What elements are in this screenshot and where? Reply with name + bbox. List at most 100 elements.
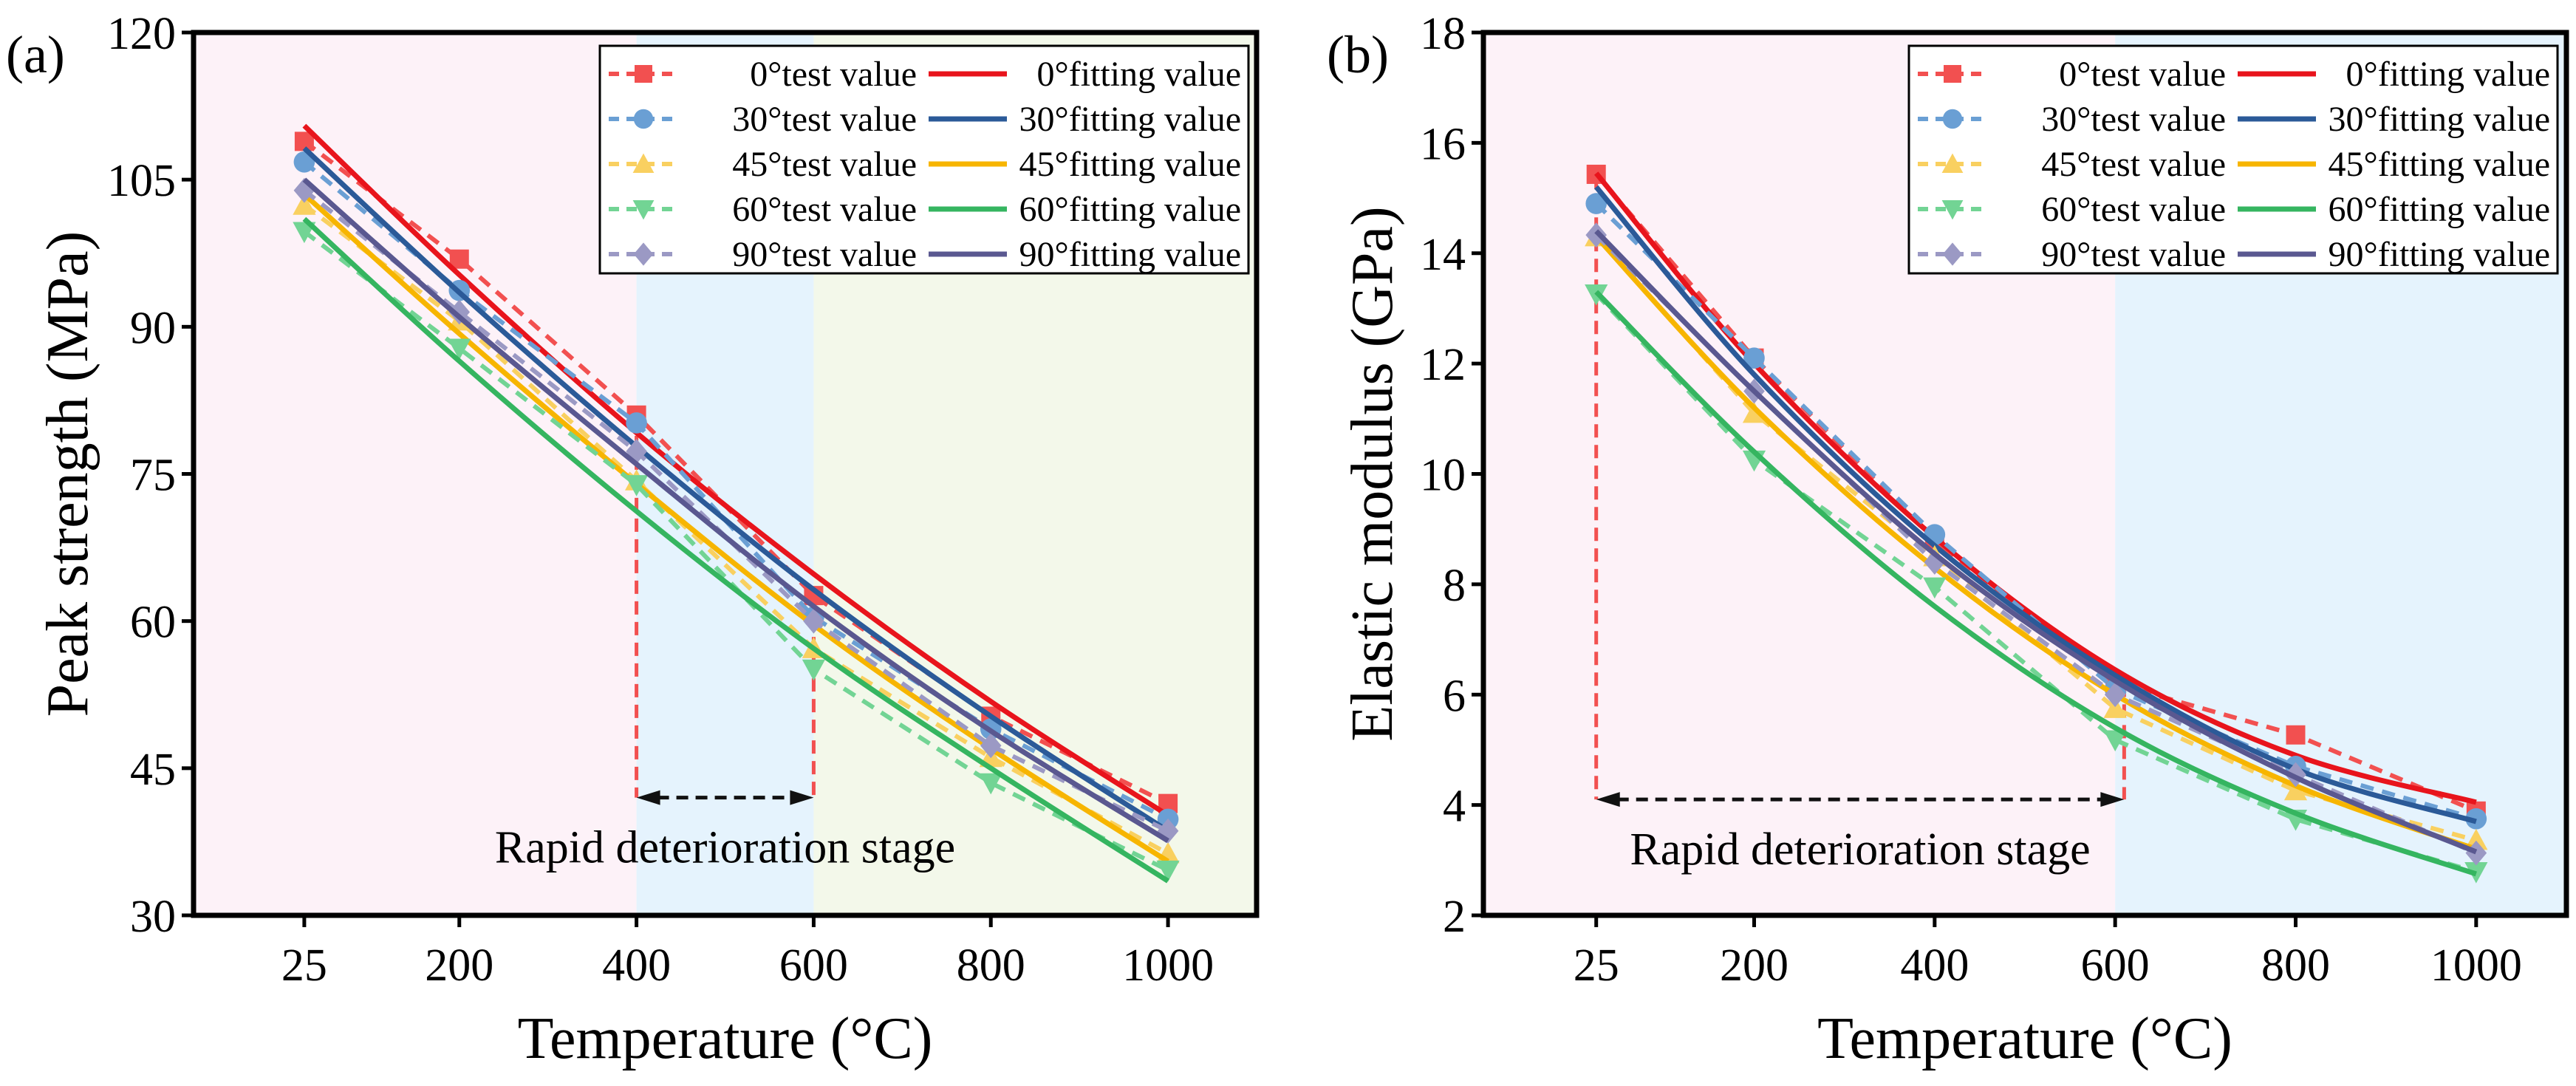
data-point [2103,730,2127,752]
x-tick-label: 800 [2261,940,2330,991]
data-point [2104,682,2126,708]
series-test [293,222,1180,882]
y-tick-label: 120 [107,9,176,59]
legend-label: 60°test value [2041,190,2226,229]
annotation-text: Rapid deterioration stage [495,823,955,873]
legend-item: 45°test value [1918,145,2226,184]
legend-item: 45°test value [609,145,917,184]
data-point [2283,779,2308,801]
legend-item: 60°fitting value [929,190,1241,229]
legend-item: 30°test value [609,100,917,139]
y-tick-label: 8 [1443,561,1466,611]
legend-label: 30°test value [732,100,917,139]
legend-item: 30°fitting value [929,100,1241,139]
legend-item: 90°fitting value [2238,235,2550,274]
data-point [448,299,471,325]
data-point [1742,401,1766,423]
y-tick-label: 14 [1420,230,1466,280]
y-tick-label: 12 [1420,340,1466,390]
data-point [2465,807,2487,830]
legend-label: 0°test value [2059,55,2226,94]
background-region [194,33,637,915]
legend-marker [632,200,655,220]
y-tick-label: 6 [1443,671,1466,721]
legend-item: 30°test value [1918,100,2226,139]
legend-marker [1941,200,1964,220]
y-axis-title: Elastic modulus (GPa) [1340,206,1405,741]
y-tick-label: 60 [130,598,176,648]
legend-marker [1942,109,1963,129]
panel-label: (b) [1327,25,1389,84]
fitting-curve [1594,234,2477,852]
data-point [980,733,1002,759]
data-point [2286,725,2306,745]
series-fit [302,123,1169,818]
arrow-head-left-icon [636,790,660,805]
legend-label: 30°test value [2041,100,2226,139]
y-tick-label: 75 [130,451,176,501]
legend-item: 45°fitting value [2238,145,2550,184]
test-line [303,203,1169,856]
legend-label: 45°fitting value [2329,145,2550,184]
y-tick-label: 90 [130,303,176,353]
x-tick-label: 1000 [1122,940,1214,991]
legend-label: 60°fitting value [1019,190,1241,229]
data-point [802,659,826,681]
y-tick-label: 10 [1420,451,1466,501]
legend-label: 60°fitting value [2329,190,2550,229]
series-fit [302,177,1169,844]
legend-label: 45°fitting value [1019,145,1241,184]
arrow-head-right-icon [790,790,814,805]
data-point [1585,222,1608,248]
x-tick-label: 25 [1574,940,1619,991]
legend-label: 90°test value [732,235,917,274]
annotation-text: Rapid deterioration stage [1630,824,2090,875]
fitting-curve [302,192,1169,864]
legend-label: 30°fitting value [1019,100,1241,139]
fitting-curve [1594,290,2477,877]
data-point [1156,860,1180,882]
fitting-curve [302,123,1169,818]
test-line [1594,172,2477,813]
x-tick-label: 200 [1720,940,1788,991]
legend-item: 30°fitting value [2238,100,2550,139]
legend-item: 0°fitting value [929,55,1241,94]
legend-item: 90°fitting value [929,235,1241,274]
legend-marker [1941,153,1964,173]
series-fit [1594,229,2478,855]
y-tick-label: 18 [1420,9,1466,59]
legend-item: 90°test value [609,235,917,274]
legend-label: 0°fitting value [2346,55,2550,94]
y-tick-label: 45 [130,745,176,795]
legend-item: 60°fitting value [2238,190,2550,229]
y-tick-label: 16 [1420,119,1466,169]
arrow-head-right-icon [2100,792,2125,807]
legend-marker [633,109,654,129]
arrow-head-left-icon [1596,792,1620,807]
x-axis-title: Temperature (°C) [518,1006,933,1071]
data-point [1923,577,1947,599]
test-line [1594,202,2477,822]
test-line [303,230,1169,872]
legend-label: 0°fitting value [1037,55,1241,94]
legend-label: 90°fitting value [1019,235,1241,274]
legend-marker [632,153,655,173]
series-fit [302,216,1169,884]
y-tick-label: 30 [130,892,176,942]
x-tick-label: 1000 [2430,940,2522,991]
legend-label: 90°test value [2041,235,2226,274]
x-tick-label: 600 [779,940,848,991]
panel-label: (a) [6,25,65,84]
y-tick-label: 2 [1443,892,1466,942]
legend-label: 30°fitting value [2329,100,2550,139]
legend-item: 0°fitting value [2238,55,2550,94]
series-fit [1594,234,2477,852]
legend-label: 90°fitting value [2329,235,2550,274]
series-fit [1594,290,2477,877]
panel-b: Rapid deterioration stage 25 200 400 600 800 1… [1327,9,2569,1071]
data-point [624,475,649,496]
legend: 0°test value 0°fitting value 30°test value… [598,44,1250,275]
y-tick-label: 4 [1443,782,1466,832]
data-point [448,338,471,361]
